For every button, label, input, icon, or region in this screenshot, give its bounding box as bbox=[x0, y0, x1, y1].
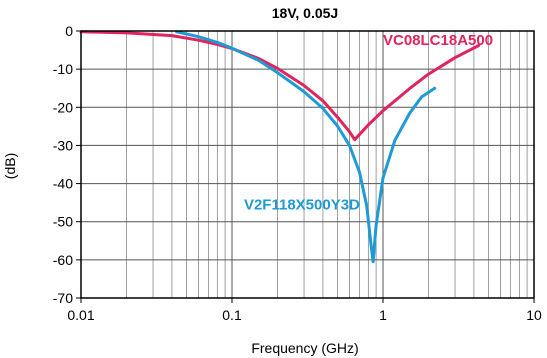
y-tick-label: -60 bbox=[53, 252, 73, 268]
series-layer: VC08LC18A500 V2F118X500Y3D bbox=[79, 30, 493, 264]
axis-ticks: 0.01 0.1 1 10 0 -10 -20 -30 -40 -50 -60 -70 bbox=[53, 23, 542, 323]
y-tick-label: -30 bbox=[53, 137, 73, 153]
series-line-2 bbox=[175, 30, 437, 264]
x-tick-label: 1 bbox=[379, 307, 387, 323]
y-tick-label: -40 bbox=[53, 176, 73, 192]
y-tick-label: -20 bbox=[53, 99, 73, 115]
y-axis-label: (dB) bbox=[2, 153, 18, 179]
grid bbox=[80, 30, 534, 299]
series-line-1 bbox=[79, 30, 481, 142]
y-tick-label: -70 bbox=[53, 290, 73, 306]
y-tick-label: -10 bbox=[53, 61, 73, 77]
x-axis-label: Frequency (GHz) bbox=[251, 340, 358, 356]
series-label-1: VC08LC18A500 bbox=[383, 32, 493, 49]
plot-frame bbox=[80, 30, 535, 299]
y-tick-label: 0 bbox=[65, 23, 73, 39]
y-tick-label: -50 bbox=[53, 214, 73, 230]
chart-title: 18V, 0.05J bbox=[272, 5, 338, 21]
x-tick-label: 0.1 bbox=[222, 307, 242, 323]
series-label-2: V2F118X500Y3D bbox=[244, 197, 360, 214]
x-tick-label: 0.01 bbox=[67, 307, 94, 323]
x-tick-label: 10 bbox=[526, 307, 542, 323]
